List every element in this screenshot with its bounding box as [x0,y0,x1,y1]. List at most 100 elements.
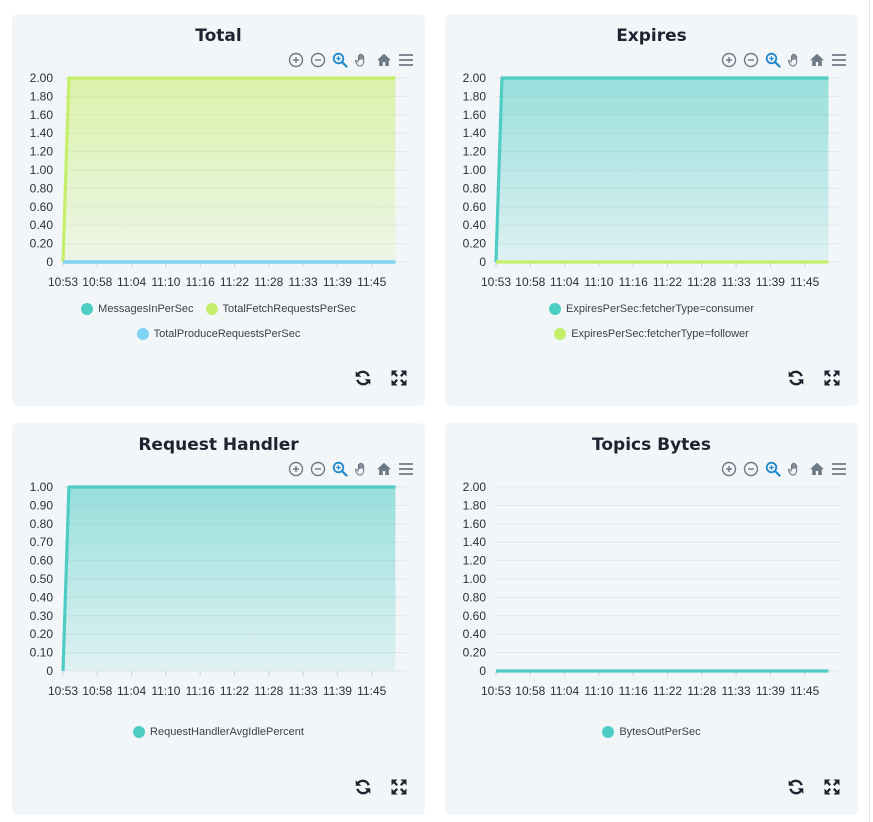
selection-zoom-icon[interactable] [764,460,782,478]
x-tick-label: 10:58 [82,684,112,698]
x-tick-label: 11:45 [357,684,386,698]
zoom-out-icon[interactable] [309,51,327,69]
chart-plot[interactable]: 0 0.20 0.40 0.60 0.80 1.00 1.20 1.40 1.60 1.80 2.0… [12,14,425,304]
x-tick-label: 11:16 [619,275,648,289]
pan-hand-icon[interactable] [786,51,804,69]
pan-hand-icon[interactable] [353,460,371,478]
reset-home-icon[interactable] [808,51,826,69]
fullscreen-icon[interactable] [822,777,842,797]
y-tick-label: 1.00 [30,480,54,494]
zoom-out-icon[interactable] [309,460,327,478]
legend-marker [81,303,94,315]
series-line[interactable] [61,76,396,263]
y-tick-label: 0.20 [30,237,54,251]
fullscreen-icon[interactable] [389,368,409,388]
legend-item[interactable]: TotalProduceRequestsPerSec [136,327,301,341]
x-tick-label: 11:10 [151,684,180,698]
series-line[interactable] [494,76,829,263]
fullscreen-icon[interactable] [389,777,409,797]
card-actions [353,368,409,388]
x-tick-label: 11:16 [619,684,648,698]
y-tick-label: 1.80 [463,89,487,103]
legend-label: RequestHandlerAvgIdlePercent [150,726,304,738]
refresh-icon[interactable] [786,368,806,388]
x-tick-label: 11:33 [289,275,318,289]
y-tick-label: 1.00 [463,572,487,586]
chart-card-expires: Expires 0 0.20 0.40 0.60 0.80 1.00 1.20 1.40 1.6… [445,14,858,406]
y-tick-label: 1.40 [30,126,54,140]
refresh-icon[interactable] [786,777,806,797]
legend-item[interactable]: MessagesInPerSec [81,302,194,316]
legend-item[interactable]: ExpiresPerSec:fetcherType=consumer [548,302,754,316]
zoom-in-icon[interactable] [287,460,305,478]
card-actions [786,777,842,797]
selection-zoom-icon[interactable] [764,51,782,69]
y-tick-label: 1.60 [463,108,487,122]
chart-card-total: Total 0 0.20 0.40 0.60 0.80 1.00 1.20 1.40 1.60 1… [12,14,425,406]
fullscreen-icon[interactable] [822,368,842,388]
reset-home-icon[interactable] [375,51,393,69]
x-tick-label: 11:28 [254,684,283,698]
x-tick-label: 11:45 [357,275,386,289]
legend-label: ExpiresPerSec:fetcherType=consumer [565,303,754,315]
y-tick-label: 0 [479,664,486,678]
y-tick-label: 2.00 [463,480,487,494]
legend-label: TotalFetchRequestsPerSec [222,303,356,315]
y-tick-label: 1.80 [30,89,54,103]
chart-plot[interactable]: 0 0.20 0.40 0.60 0.80 1.00 1.20 1.40 1.60 1.80 2.0… [445,14,858,304]
legend-label: ExpiresPerSec:fetcherType=follower [571,328,749,340]
x-tick-label: 11:45 [790,275,819,289]
selection-zoom-icon[interactable] [331,51,349,69]
y-tick-label: 0.20 [30,627,54,641]
zoom-out-icon[interactable] [742,460,760,478]
card-actions [353,777,409,797]
reset-home-icon[interactable] [808,460,826,478]
x-tick-label: 11:10 [584,684,613,698]
pan-hand-icon[interactable] [353,51,371,69]
x-tick-label: 11:28 [687,275,716,289]
menu-icon[interactable] [830,460,848,478]
reset-home-icon[interactable] [375,460,393,478]
legend-marker [136,328,149,340]
zoom-out-icon[interactable] [742,51,760,69]
legend-marker [548,303,561,315]
legend-item[interactable]: RequestHandlerAvgIdlePercent [133,725,304,739]
legend-marker [602,726,615,738]
y-tick-label: 0.40 [30,218,54,232]
refresh-icon[interactable] [353,368,373,388]
x-tick-label: 11:22 [653,684,682,698]
x-tick-label: 11:33 [289,684,318,698]
x-tick-label: 11:39 [756,684,785,698]
x-tick-label: 11:22 [220,275,249,289]
x-tick-label: 11:04 [550,275,579,289]
chart-plot[interactable]: 0 0.10 0.20 0.30 0.40 0.50 0.60 0.70 0.80 0.90 1.0… [12,423,425,713]
pan-hand-icon[interactable] [786,460,804,478]
zoom-in-icon[interactable] [287,51,305,69]
x-tick-label: 11:04 [117,275,146,289]
series-area [496,78,829,262]
zoom-in-icon[interactable] [720,460,738,478]
y-tick-label: 0.40 [463,218,487,232]
menu-icon[interactable] [397,51,415,69]
y-tick-label: 0.20 [463,237,487,251]
refresh-icon[interactable] [353,777,373,797]
selection-zoom-icon[interactable] [331,460,349,478]
series-line[interactable] [61,485,396,672]
chart-legend: BytesOutPerSec [445,725,858,739]
x-tick-label: 11:16 [186,684,215,698]
legend-label: BytesOutPerSec [619,726,701,738]
legend-item[interactable]: ExpiresPerSec:fetcherType=follower [554,327,749,341]
chart-plot[interactable]: 0 0.20 0.40 0.60 0.80 1.00 1.20 1.40 1.60 1.80 2.0… [445,423,858,713]
x-tick-label: 11:39 [323,275,352,289]
chart-toolbar [720,459,848,479]
legend-label: MessagesInPerSec [98,303,194,315]
y-tick-label: 0.40 [463,627,487,641]
legend-item[interactable]: BytesOutPerSec [602,725,701,739]
legend-label: TotalProduceRequestsPerSec [153,328,301,340]
menu-icon[interactable] [830,51,848,69]
menu-icon[interactable] [397,460,415,478]
x-tick-label: 11:10 [584,275,613,289]
legend-item[interactable]: TotalFetchRequestsPerSec [205,302,356,316]
zoom-in-icon[interactable] [720,51,738,69]
chart-legend: MessagesInPerSec TotalFetchRequestsPerSec… [72,302,365,341]
